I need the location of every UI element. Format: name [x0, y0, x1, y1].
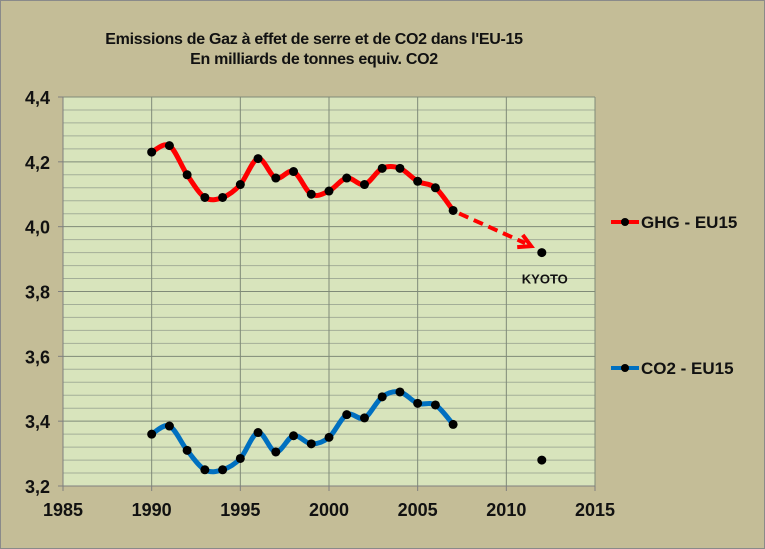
- series-co2: [147, 387, 547, 475]
- data-point: [413, 398, 423, 408]
- legend-item-ghg: GHG - EU15: [611, 213, 737, 232]
- data-point: [235, 180, 245, 190]
- data-point: [306, 439, 316, 449]
- data-point: [218, 192, 228, 202]
- x-tick-label: 2015: [575, 500, 615, 520]
- kyoto-target-point: [537, 455, 547, 465]
- tick-labels: 3,2 3,4 3,6 3,8 4,0 4,2 4,4 1985 1990 1995 2000 200…: [25, 88, 615, 520]
- x-tick-label: 2000: [309, 500, 349, 520]
- data-point: [395, 163, 405, 173]
- legend-label: CO2 - EU15: [641, 359, 734, 378]
- chart-title: Emissions de Gaz à effet de serre et de …: [105, 31, 523, 48]
- legend-swatch-marker: [621, 364, 629, 372]
- data-point: [253, 428, 263, 438]
- data-point: [218, 465, 228, 475]
- y-tick-label: 3,8: [25, 283, 50, 303]
- data-point: [289, 431, 299, 441]
- y-tick-label: 4,0: [25, 218, 50, 238]
- y-tick-label: 3,6: [25, 347, 50, 367]
- legend-swatch-marker: [621, 218, 629, 226]
- legend-label: GHG - EU15: [641, 213, 737, 232]
- data-point: [164, 141, 174, 151]
- kyoto-annotation: KYOTO: [522, 272, 568, 287]
- data-point: [342, 410, 352, 420]
- x-tick-label: 1990: [132, 500, 172, 520]
- annotations: KYOTO: [458, 211, 568, 287]
- kyoto-target-point: [537, 248, 547, 258]
- data-point: [430, 400, 440, 410]
- data-point: [182, 445, 192, 455]
- x-tick-label: 2005: [398, 500, 438, 520]
- axes: [58, 96, 596, 491]
- data-point: [448, 205, 458, 215]
- data-point: [395, 387, 405, 397]
- chart-subtitle: En milliards de tonnes equiv. CO2: [190, 51, 438, 68]
- data-point: [359, 180, 369, 190]
- data-point: [377, 163, 387, 173]
- data-point: [448, 419, 458, 429]
- data-point: [253, 154, 263, 164]
- data-point: [342, 173, 352, 183]
- chart-title-block: Emissions de Gaz à effet de serre et de …: [0, 30, 628, 70]
- arrow-head: [517, 233, 535, 250]
- data-point: [271, 173, 281, 183]
- data-point: [182, 170, 192, 180]
- series: [147, 141, 547, 475]
- data-point: [200, 465, 210, 475]
- y-tick-label: 4,4: [25, 88, 50, 108]
- data-point: [430, 183, 440, 193]
- data-point: [200, 192, 210, 202]
- data-point: [235, 453, 245, 463]
- data-point: [164, 421, 174, 431]
- data-point: [271, 447, 281, 457]
- y-tick-label: 3,4: [25, 412, 50, 432]
- data-point: [289, 167, 299, 177]
- x-tick-label: 2010: [486, 500, 526, 520]
- data-point: [359, 413, 369, 423]
- x-tick-label: 1985: [43, 500, 83, 520]
- y-tick-label: 4,2: [25, 153, 50, 173]
- data-point: [147, 147, 157, 157]
- legend: GHG - EU15 CO2 - EU15: [611, 213, 737, 378]
- data-point: [306, 189, 316, 199]
- data-point: [324, 186, 334, 196]
- y-tick-label: 3,2: [25, 477, 50, 497]
- legend-item-co2: CO2 - EU15: [611, 359, 734, 378]
- arrow-shaft: [458, 211, 526, 245]
- data-point: [413, 176, 423, 186]
- data-point: [377, 392, 387, 402]
- data-point: [324, 432, 334, 442]
- x-tick-label: 1995: [220, 500, 260, 520]
- kyoto-arrow: [458, 211, 535, 250]
- data-point: [147, 429, 157, 439]
- series-ghg: [147, 141, 547, 258]
